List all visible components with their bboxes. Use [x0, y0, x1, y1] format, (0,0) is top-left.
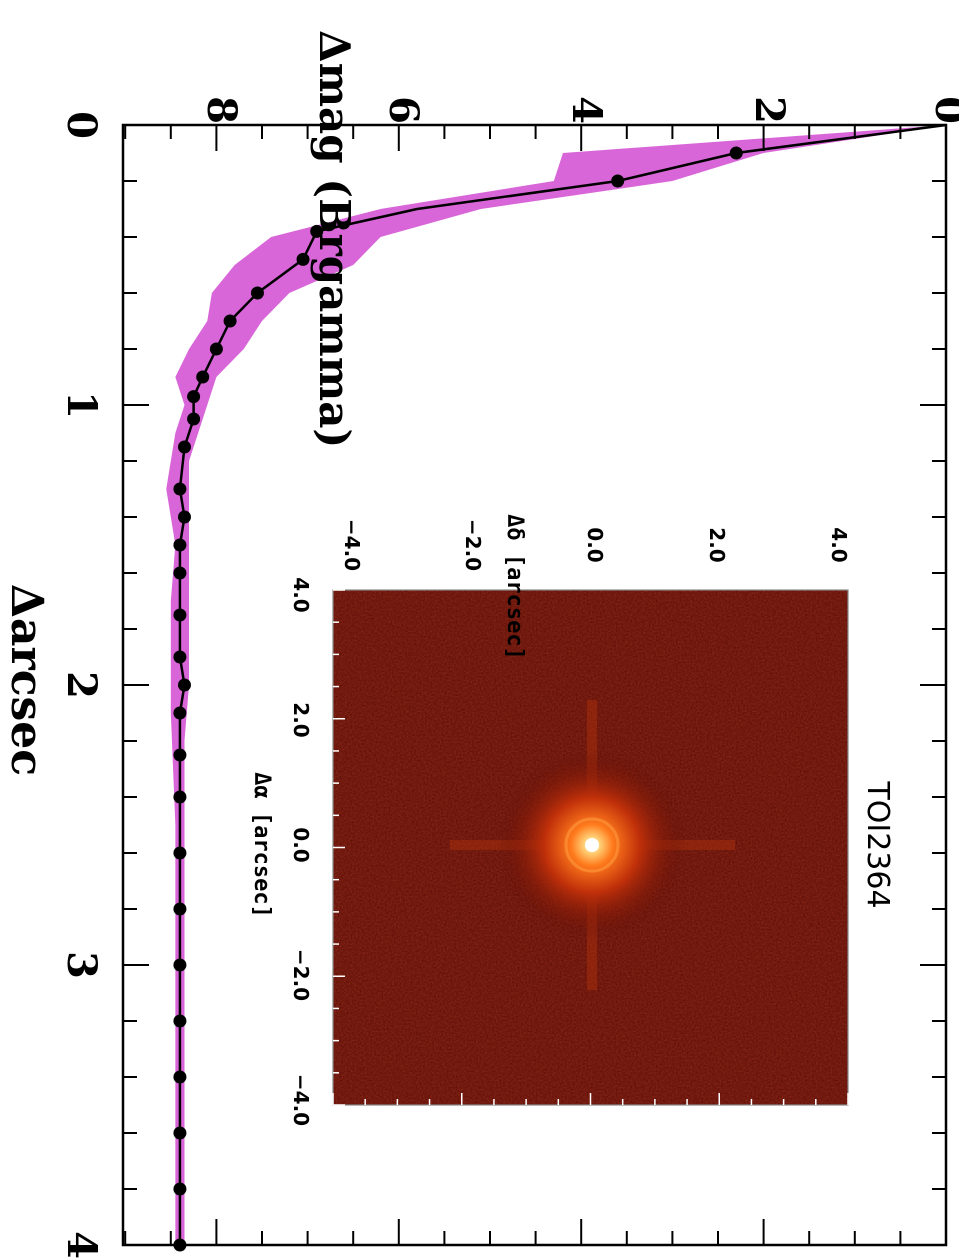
contrast-point-18 [173, 706, 187, 720]
y-tick-label-2: 2 [746, 96, 793, 124]
contrast-point-25 [173, 1070, 187, 1084]
inset-x-tick-label-0: 4.0 [289, 577, 313, 612]
inset-y-tick-label-4: 4.0 [827, 527, 851, 562]
inset-y-tick-label-0: −4.0 [340, 519, 364, 571]
psf-ring [564, 817, 620, 873]
x-axis-title: Δarcsec [1, 584, 52, 776]
contrast-point-9 [187, 412, 201, 426]
psf-core [585, 838, 599, 852]
plot-frame [121, 123, 948, 1247]
contrast-point-15 [173, 608, 187, 622]
y-tick-label-8: 8 [198, 96, 245, 124]
y-tick-label-6: 6 [380, 96, 427, 124]
inset-y-tick-label-1: −2.0 [461, 519, 485, 571]
contrast-point-8 [187, 390, 201, 404]
inset-y-tick-label-2: 0.0 [583, 527, 607, 562]
contrast-point-4 [250, 286, 264, 300]
contrast-point-5 [223, 314, 237, 328]
contrast-point-22 [173, 902, 187, 916]
x-tick-labels: 0 1 2 3 4 [58, 111, 105, 1259]
contrast-point-14 [173, 566, 187, 580]
contrast-point-7 [196, 370, 210, 384]
contrast-point-23 [173, 958, 187, 972]
contrast-point-13 [173, 538, 187, 552]
y-tick-label-4: 4 [563, 96, 610, 124]
inset-x-axis-title: Δα [arcsec] [249, 772, 274, 918]
contrast-point-1 [611, 174, 625, 188]
inset-x-tick-label-1: 2.0 [289, 702, 313, 737]
inset-x-tick-label-4: −4.0 [289, 1074, 313, 1126]
contrast-point-6 [209, 342, 223, 356]
inset-y-tick-label-3: 2.0 [705, 527, 729, 562]
inset-y-axis-title: Δδ [arcsec] [502, 514, 527, 660]
contrast-point-27 [173, 1182, 187, 1196]
contrast-point-10 [177, 440, 191, 454]
main-plot: 0 2 4 6 8 0 1 2 3 4 Δmag (Brgamma) Δarcs… [1, 30, 959, 1259]
x-tick-label-2: 2 [58, 671, 105, 699]
contrast-point-21 [173, 846, 187, 860]
contrast-point-0 [729, 146, 743, 160]
x-tick-label-0: 0 [58, 111, 105, 139]
contrast-point-20 [173, 790, 187, 804]
contrast-point-24 [173, 1014, 187, 1028]
contrast-point-16 [173, 650, 187, 664]
inset-x-tick-label-3: −2.0 [289, 949, 313, 1001]
contrast-point-3 [296, 252, 310, 266]
inset-x-tick-label-2: 0.0 [289, 827, 313, 862]
inset-ticks [332, 589, 849, 1106]
contrast-point-12 [177, 510, 191, 524]
inset-title: TOI2364 [860, 780, 895, 908]
y-tick-labels: 0 2 4 6 8 [198, 96, 959, 124]
contrast-point-17 [177, 678, 191, 692]
x-tick-label-3: 3 [58, 951, 105, 979]
contrast-point-11 [173, 482, 187, 496]
contrast-point-26 [173, 1126, 187, 1140]
inset-image-panel: −4.0 −2.0 0.0 2.0 4.0 4.0 2.0 0.0 −2.0 −… [249, 514, 895, 1126]
y-axis-title: Δmag (Brgamma) [310, 30, 359, 448]
x-tick-label-4: 4 [58, 1231, 105, 1259]
contrast-point-19 [173, 748, 187, 762]
x-tick-label-1: 1 [58, 391, 105, 419]
contrast-points [173, 146, 743, 1252]
contrast-point-2 [310, 224, 324, 238]
y-tick-label-0: 0 [926, 96, 959, 124]
